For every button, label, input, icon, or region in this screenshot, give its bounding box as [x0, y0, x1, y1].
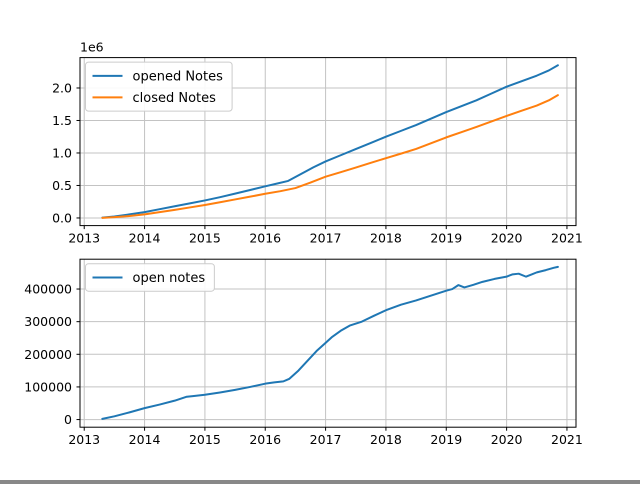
axes-frame	[79, 57, 577, 227]
legend-label: opened Notes	[133, 69, 224, 84]
x-tick-label: 2021	[551, 432, 583, 447]
y-tick-label: 300000	[24, 314, 72, 329]
legend-box	[85, 263, 215, 292]
ticks: 2013 2014 2015 2016 2017 2018 2019 2020 2021 0.0 0…	[52, 80, 583, 245]
axes-top: 2013 2014 2015 2016 2017 2018 2019 2020 2021 0.0 0…	[52, 40, 583, 246]
x-tick-label: 2013	[68, 432, 100, 447]
legend-label: closed Notes	[133, 91, 217, 106]
x-tick-label: 2018	[370, 231, 402, 246]
series-line-open-notes	[101, 265, 559, 420]
grid	[80, 259, 576, 428]
y-tick-label: 2.0	[52, 80, 72, 95]
x-tick-label: 2017	[310, 432, 342, 447]
legend: opened Notes closed Notes	[85, 61, 233, 112]
x-tick-label: 2014	[129, 432, 161, 447]
legend-box	[85, 61, 233, 112]
legend: open notes	[85, 263, 215, 292]
x-tick-label: 2019	[430, 432, 462, 447]
y-tick-label: 400000	[24, 282, 72, 297]
y-tick-label: 200000	[24, 347, 72, 362]
axes-frame	[79, 258, 577, 428]
y-tick-label: 0.5	[52, 178, 72, 193]
y-tick-label: 100000	[24, 379, 72, 394]
y-tick-label: 0.0	[52, 210, 72, 225]
x-tick-label: 2016	[249, 231, 281, 246]
y-tick-label: 1.5	[52, 113, 72, 128]
x-tick-label: 2013	[68, 231, 100, 246]
series-line-opened-notes	[101, 64, 559, 219]
x-tick-label: 2015	[189, 432, 221, 447]
axes-bottom: 2013 2014 2015 2016 2017 2018 2019 2020 2021 0 100…	[24, 258, 583, 448]
x-tick-label: 2020	[491, 231, 523, 246]
x-tick-label: 2014	[129, 231, 161, 246]
x-tick-label: 2019	[430, 231, 462, 246]
y-tick-label: 1.0	[52, 145, 72, 160]
x-tick-label: 2017	[310, 231, 342, 246]
ticks: 2013 2014 2015 2016 2017 2018 2019 2020 2021 0 100…	[24, 282, 583, 448]
y-axis-offset-text: 1e6	[80, 40, 104, 55]
legend-label: open notes	[133, 271, 206, 286]
x-tick-label: 2020	[491, 432, 523, 447]
x-tick-label: 2018	[370, 432, 402, 447]
x-tick-label: 2016	[249, 432, 281, 447]
x-tick-label: 2021	[551, 231, 583, 246]
x-tick-label: 2015	[189, 231, 221, 246]
y-tick-label: 0	[64, 412, 72, 427]
series-line-closed-notes	[101, 94, 559, 219]
